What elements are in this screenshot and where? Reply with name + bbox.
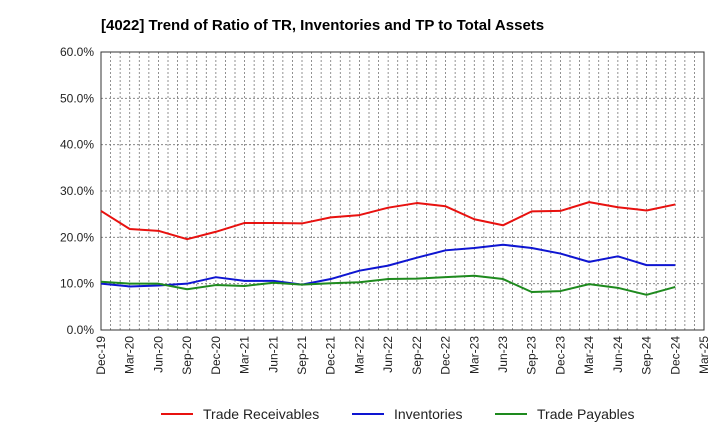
x-tick-label: Dec-20	[209, 336, 223, 375]
y-tick-label: 50.0%	[60, 91, 94, 105]
chart-title: [4022] Trend of Ratio of TR, Inventories…	[101, 17, 544, 34]
x-tick-label: Mar-22	[352, 336, 366, 374]
x-tick-label: Jun-22	[381, 336, 395, 373]
x-tick-label: Sep-22	[410, 336, 424, 375]
x-tick-label: Jun-20	[151, 336, 165, 373]
x-tick-label: Sep-23	[525, 336, 539, 375]
x-tick-label: Sep-21	[295, 336, 309, 375]
x-tick-label: Dec-23	[553, 336, 567, 375]
x-tick-label: Jun-23	[496, 336, 510, 373]
x-tick-label: Mar-21	[238, 336, 252, 374]
y-tick-label: 20.0%	[60, 230, 94, 244]
x-tick-label: Mar-25	[697, 336, 711, 374]
series-line-trade-payables	[100, 274, 676, 296]
axis-layer: 0.0% 10.0% 20.0% 30.0% 40.0% 50.0% 60.0% Dec-19…	[60, 45, 711, 375]
x-tick-label: Dec-24	[668, 336, 682, 375]
x-tick-label: Dec-21	[324, 336, 338, 375]
y-tick-label: 10.0%	[60, 277, 94, 291]
legend-label: Inventories	[394, 406, 462, 422]
series-line-inventories	[100, 243, 676, 288]
x-tick-label: Mar-24	[582, 336, 596, 374]
series-layer	[100, 201, 676, 296]
x-tick-label: Jun-24	[611, 336, 625, 373]
series-line-trade-receivables	[100, 201, 676, 241]
y-tick-label: 0.0%	[67, 323, 95, 337]
x-tick-label: Jun-21	[266, 336, 280, 373]
legend-label: Trade Payables	[537, 406, 635, 422]
plot-border	[100, 51, 705, 331]
x-tick-label: Sep-20	[180, 336, 194, 375]
x-tick-label: Mar-20	[123, 336, 137, 374]
legend-label: Trade Receivables	[203, 406, 319, 422]
y-tick-label: 40.0%	[60, 138, 94, 152]
x-tick-label: Dec-19	[94, 336, 108, 375]
x-tick-label: Dec-22	[439, 336, 453, 375]
x-tick-label: Mar-23	[467, 336, 481, 374]
legend: Trade Receivables Inventories Trade Payabl…	[161, 406, 635, 422]
y-tick-label: 30.0%	[60, 184, 94, 198]
y-tick-label: 60.0%	[60, 45, 94, 59]
x-tick-label: Sep-24	[640, 336, 654, 375]
